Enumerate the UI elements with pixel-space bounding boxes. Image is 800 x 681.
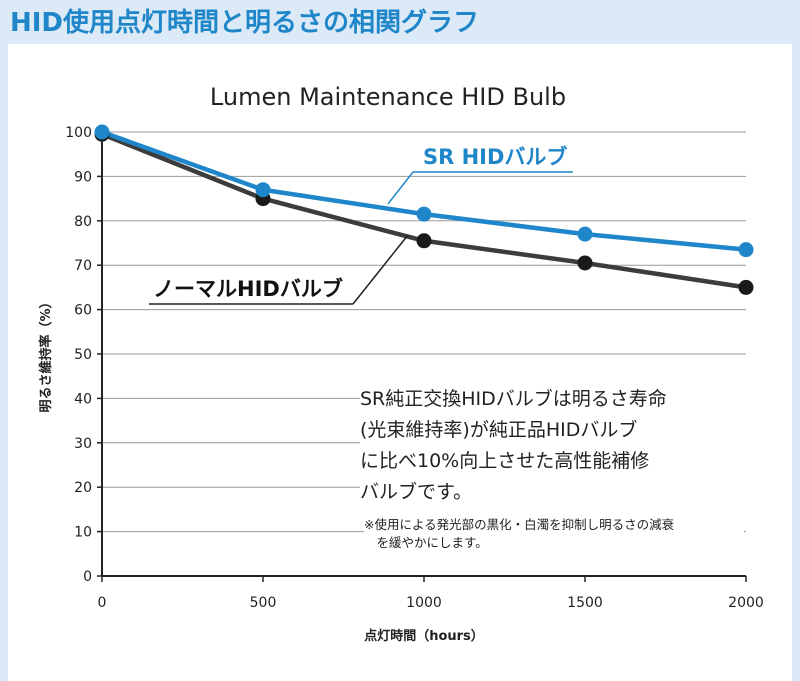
data-point-sr [94,124,110,140]
y-tick-label: 30 [74,436,92,452]
sr-leader-line [387,171,414,205]
normal-leader-line [352,234,409,305]
x-tick-label: 1500 [567,595,603,611]
description-text: SR純正交換HIDバルブは明るさ寿命 (光束維持率)が純正品HIDバルブ に比べ… [360,384,755,508]
x-tick-label: 1000 [406,595,442,611]
data-point-normal [738,279,754,295]
x-tick-label: 500 [250,595,277,611]
x-axis-label: 点灯時間（hours） [364,628,484,644]
y-axis-label: 明るさ維持率（%） [38,295,54,412]
y-tick-label: 20 [74,480,92,496]
series-label-normal: ノーマルHIDバルブ [153,277,343,301]
footnote-text: ※使用による発光部の黒化・白濁を抑制し明るさの減衰 を緩やかにします。 [364,516,744,552]
chart-panel: 0 10 20 30 40 50 60 70 80 90 100 0 500 1000 1500 2000 Lu… [8,44,792,681]
y-tick-label: 10 [74,525,92,541]
y-tick-label: 0 [83,569,92,585]
y-tick-label: 70 [74,258,92,274]
x-tick-label: 0 [98,595,107,611]
y-tick-label: 100 [65,125,92,141]
y-tick-label: 60 [74,303,92,319]
data-point-sr [255,182,271,198]
x-tick-label: 2000 [728,595,764,611]
y-tick-label: 40 [74,391,92,407]
y-tick-label: 90 [74,169,92,185]
data-point-sr [738,242,754,258]
y-tick-label: 80 [74,214,92,230]
page-title: HID使用点灯時間と明るさの相関グラフ [10,8,480,38]
series-label-sr: SR HIDバルブ [423,145,567,169]
data-point-normal [416,233,432,249]
data-point-sr [416,206,432,222]
chart-title: Lumen Maintenance HID Bulb [210,83,566,111]
data-point-normal [577,255,593,271]
y-tick-label: 50 [74,347,92,363]
data-point-sr [577,226,593,242]
